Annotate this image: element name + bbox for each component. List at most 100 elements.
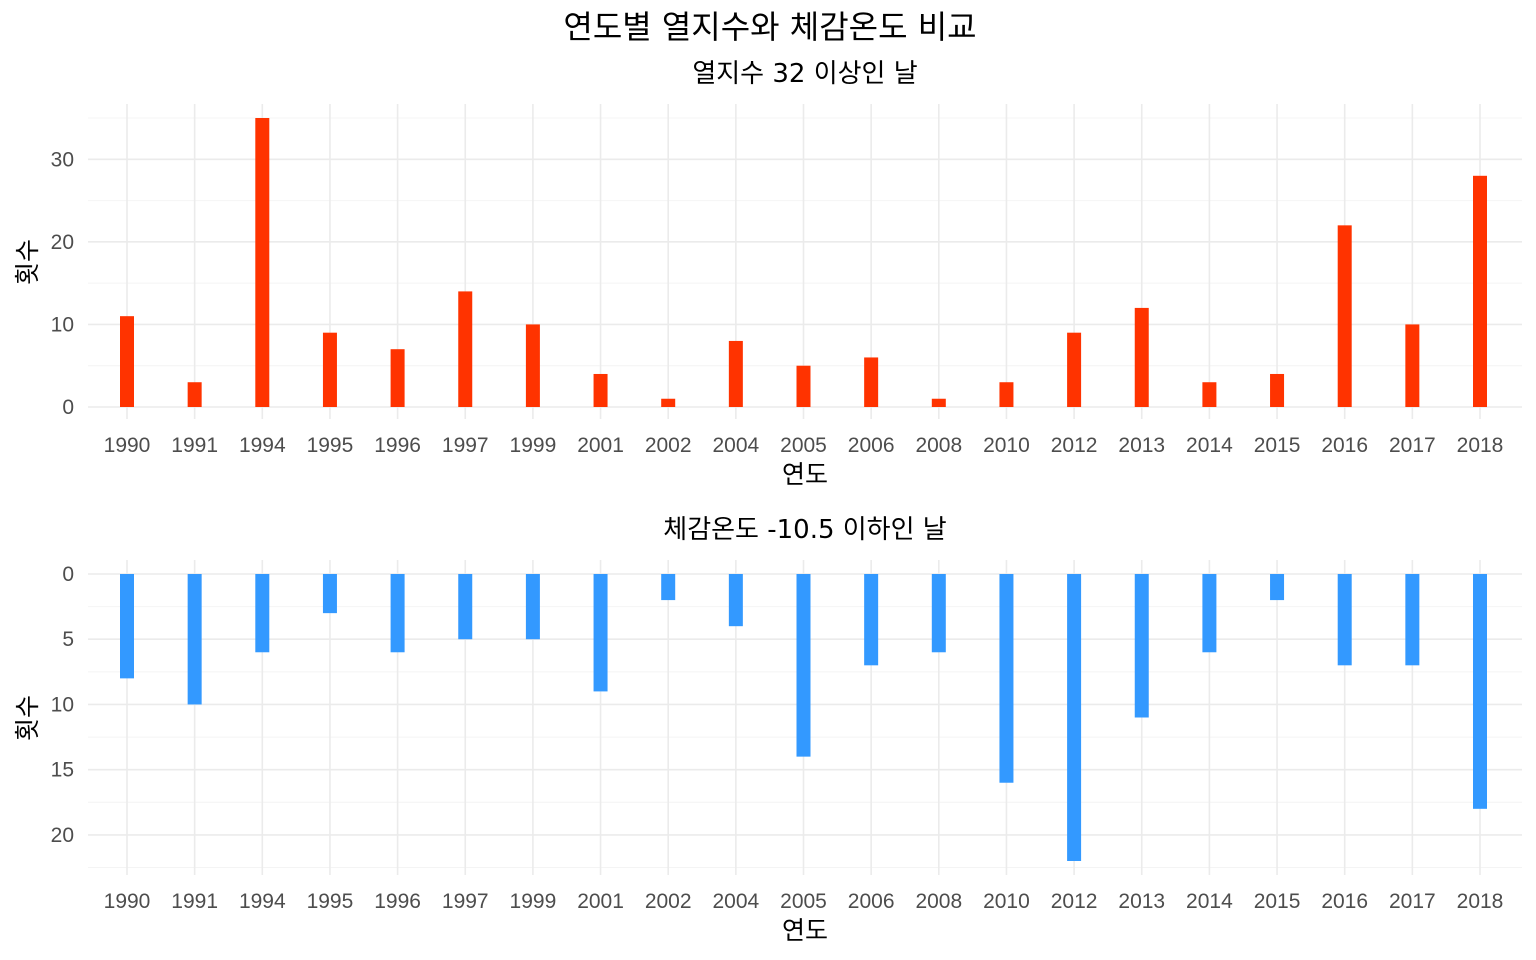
x-tick-label: 2006 [848, 890, 895, 913]
x-tick-label: 1996 [374, 890, 421, 913]
bar-2013 [1134, 307, 1149, 407]
bar-2017 [1405, 574, 1420, 666]
x-tick-label: 2006 [848, 434, 895, 457]
x-tick-label: 1995 [307, 890, 354, 913]
y-tick-label: 30 [51, 148, 74, 171]
x-tick-label: 1994 [239, 434, 286, 457]
x-tick-label: 1997 [442, 434, 489, 457]
bar-2008 [931, 574, 946, 653]
bar-2001 [593, 574, 608, 692]
heat-bars [120, 118, 1487, 407]
y-tick-label: 5 [62, 628, 74, 651]
chill-y-ticks: 0 5 10 15 20 [51, 563, 74, 847]
x-tick-label: 2005 [780, 434, 827, 457]
x-tick-label: 1997 [442, 890, 489, 913]
x-tick-label: 2014 [1186, 434, 1233, 457]
bar-2008 [931, 398, 946, 407]
bar-2004 [728, 574, 743, 627]
x-tick-label: 2014 [1186, 890, 1233, 913]
x-tick-label: 2001 [577, 434, 624, 457]
bar-1995 [322, 332, 337, 407]
x-tick-label: 2002 [645, 890, 692, 913]
bar-2015 [1270, 574, 1285, 601]
chill-x-axis-title: 연도 [782, 916, 828, 945]
x-tick-label: 2018 [1457, 890, 1504, 913]
x-tick-label: 2005 [780, 890, 827, 913]
x-tick-label: 1990 [104, 434, 151, 457]
y-tick-label: 10 [51, 313, 74, 336]
x-tick-label: 2016 [1321, 434, 1368, 457]
heat-y-axis-title: 횟수 [13, 239, 42, 285]
x-tick-label: 2016 [1321, 890, 1368, 913]
x-tick-label: 2013 [1118, 890, 1165, 913]
x-tick-label: 1995 [307, 434, 354, 457]
x-tick-label: 2001 [577, 890, 624, 913]
x-tick-label: 2015 [1254, 434, 1301, 457]
heat-x-axis-title: 연도 [782, 460, 828, 489]
chart-title: 연도별 열지수와 체감온도 비교 [563, 8, 976, 46]
bar-2010 [999, 574, 1014, 783]
bar-2006 [864, 357, 879, 407]
x-tick-label: 2008 [915, 890, 962, 913]
bar-2012 [1067, 574, 1082, 861]
bar-2018 [1473, 574, 1487, 809]
x-tick-label: 2017 [1389, 890, 1436, 913]
heat-x-ticks: 1990 1991 1994 1995 1996 1997 1999 2001 2002 2004… [104, 434, 1504, 457]
x-tick-label: 1999 [510, 434, 557, 457]
bar-1994 [255, 118, 270, 407]
bar-1997 [458, 291, 473, 407]
bar-1990 [120, 316, 134, 407]
bar-2015 [1270, 373, 1285, 407]
x-tick-label: 1999 [510, 890, 557, 913]
x-tick-label: 2010 [983, 434, 1030, 457]
bar-1995 [322, 574, 337, 614]
x-tick-label: 2018 [1457, 434, 1504, 457]
x-tick-label: 1991 [171, 890, 218, 913]
chill-y-axis-title: 횟수 [13, 695, 42, 741]
bar-2002 [661, 574, 676, 601]
bar-1991 [187, 382, 202, 407]
x-tick-label: 1996 [374, 434, 421, 457]
heat-y-ticks: 0 10 20 30 [51, 148, 74, 419]
bar-1991 [187, 574, 202, 705]
x-tick-label: 2002 [645, 434, 692, 457]
x-tick-label: 2004 [712, 434, 759, 457]
chill-bars [120, 574, 1487, 861]
bar-2013 [1134, 574, 1149, 718]
bar-2014 [1202, 574, 1217, 653]
x-tick-label: 1994 [239, 890, 286, 913]
bar-2006 [864, 574, 879, 666]
x-tick-label: 2010 [983, 890, 1030, 913]
bar-1996 [390, 349, 405, 407]
heat-panel-subtitle: 열지수 32 이상인 날 [692, 59, 917, 89]
bar-1994 [255, 574, 270, 653]
y-tick-label: 0 [62, 396, 74, 419]
x-tick-label: 2012 [1051, 434, 1098, 457]
bar-2004 [728, 340, 743, 407]
bar-1996 [390, 574, 405, 653]
x-tick-label: 2015 [1254, 890, 1301, 913]
bar-2014 [1202, 382, 1217, 407]
x-tick-label: 2008 [915, 434, 962, 457]
bar-1990 [120, 574, 134, 679]
x-tick-label: 1991 [171, 434, 218, 457]
y-tick-label: 20 [51, 231, 74, 254]
bar-2017 [1405, 324, 1420, 407]
bar-2018 [1473, 175, 1487, 407]
y-tick-label: 10 [51, 693, 74, 716]
bar-2005 [796, 574, 811, 757]
bar-2016 [1337, 225, 1352, 407]
bar-1999 [525, 324, 540, 407]
chill-panel-subtitle: 체감온도 -10.5 이하인 날 [663, 515, 946, 545]
bar-2012 [1067, 332, 1082, 407]
bar-2002 [661, 398, 676, 407]
x-tick-label: 2004 [712, 890, 759, 913]
bar-2016 [1337, 574, 1352, 666]
chill-x-ticks: 1990 1991 1994 1995 1996 1997 1999 2001 2002 2004… [104, 890, 1504, 913]
y-tick-label: 0 [62, 563, 74, 586]
x-tick-label: 1990 [104, 890, 151, 913]
y-tick-label: 15 [51, 759, 74, 782]
